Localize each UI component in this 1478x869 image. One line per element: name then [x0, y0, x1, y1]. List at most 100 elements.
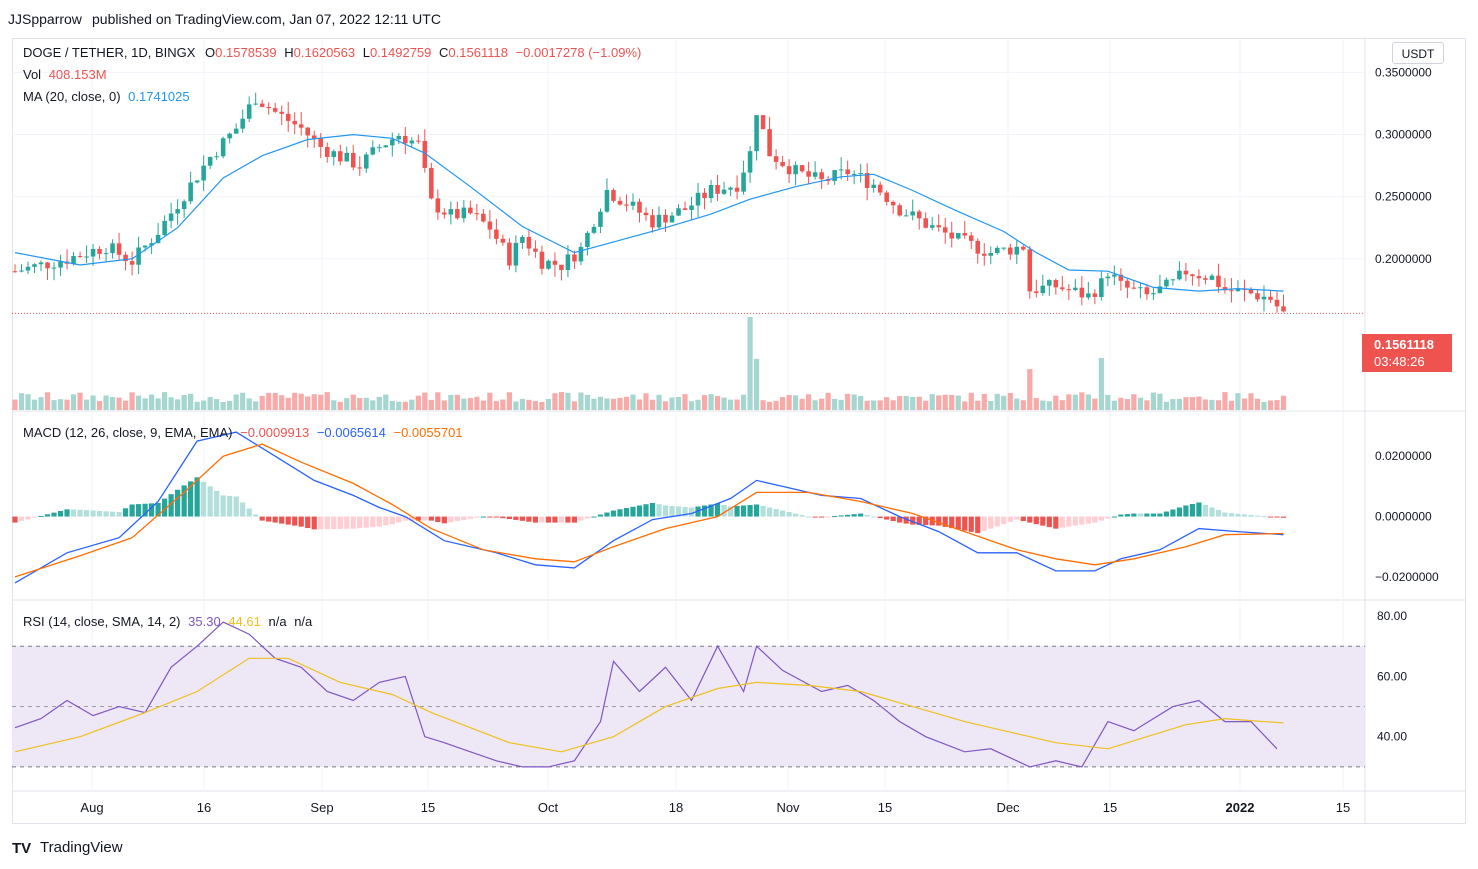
volume-bar	[1189, 397, 1196, 410]
macd-histogram-bar	[103, 511, 109, 517]
candle	[435, 198, 441, 213]
macd-histogram-bar	[363, 516, 369, 528]
macd-histogram-bar	[25, 516, 31, 520]
macd-histogram-bar	[474, 516, 480, 518]
currency-badge[interactable]: USDT	[1392, 42, 1444, 64]
ma-label[interactable]: MA (20, close, 0)	[23, 89, 121, 104]
volume-bar	[266, 392, 272, 410]
volume-bar	[1144, 400, 1150, 410]
candle	[1086, 293, 1091, 298]
candle	[877, 184, 883, 193]
macd-histogram-bar	[884, 516, 890, 520]
symbol-label[interactable]: DOGE / TETHER, 1D, BINGX	[23, 45, 196, 60]
top-bar: JJSpparrow published on TradingView.com,…	[0, 0, 1478, 38]
volume-bar	[25, 394, 31, 410]
volume-bar	[884, 397, 890, 410]
volume-bar	[916, 396, 922, 410]
volume-bar	[513, 401, 519, 410]
volume-bar	[760, 400, 766, 410]
candle	[643, 212, 649, 216]
rsi-na-2: n/a	[294, 614, 313, 629]
candle	[591, 226, 597, 233]
candle	[949, 232, 955, 239]
candle	[71, 256, 76, 264]
open-label: O	[205, 45, 216, 60]
macd-tick-label: 0.0000000	[1375, 510, 1432, 524]
macd-histogram-bar	[181, 485, 187, 517]
author-name[interactable]: JJSpparrow	[8, 11, 82, 27]
volume-bar	[1066, 394, 1072, 410]
macd-histogram-bar	[1248, 514, 1254, 517]
volume-bar	[1027, 369, 1033, 410]
macd-histogram-bar	[259, 516, 265, 521]
candle	[799, 165, 805, 172]
candle	[429, 167, 434, 199]
high-value: 0.1620563	[293, 45, 356, 60]
candle	[1079, 287, 1085, 298]
tradingview-logo-icon[interactable]: TV	[12, 840, 32, 857]
candle	[363, 154, 369, 169]
macd-histogram-bar	[1085, 516, 1091, 524]
volume-bar	[44, 392, 51, 410]
macd-tick-label: −0.0200000	[1375, 570, 1439, 584]
candle	[494, 229, 499, 239]
candle	[116, 243, 122, 255]
macd-histogram-bar	[519, 516, 525, 521]
vol-label[interactable]: Vol	[23, 67, 42, 82]
candle	[403, 135, 408, 144]
macd-histogram-bar	[578, 516, 584, 521]
macd-histogram-bar	[422, 516, 428, 521]
candle	[285, 113, 291, 121]
tradingview-brand[interactable]: TradingView	[40, 839, 123, 856]
macd-histogram-bar	[142, 503, 148, 517]
macd-label[interactable]: MACD (12, 26, close, 9, EMA, EMA)	[23, 425, 233, 440]
rsi-label[interactable]: RSI (14, close, SMA, 14, 2)	[23, 614, 181, 629]
candle	[1138, 287, 1143, 289]
candle	[442, 212, 447, 215]
volume-bar	[480, 400, 486, 410]
macd-histogram-bar	[1189, 503, 1196, 517]
volume-bar	[90, 395, 96, 410]
macd-histogram-bar	[825, 516, 831, 518]
volume-bar	[344, 398, 350, 410]
volume-bar	[1254, 398, 1261, 410]
volume-bar	[799, 398, 805, 410]
macd-histogram-bar	[688, 507, 695, 517]
macd-histogram-bar	[799, 515, 805, 517]
volume-bar	[155, 398, 161, 410]
candle	[279, 111, 284, 114]
time-tick-label: Aug	[80, 800, 103, 815]
candle	[1027, 249, 1033, 292]
candle	[1112, 274, 1117, 277]
macd-histogram-bar	[240, 502, 246, 517]
macd-histogram-bar	[311, 516, 317, 530]
macd-histogram-bar	[201, 481, 207, 517]
ma-value: 0.1741025	[128, 89, 190, 104]
candle	[129, 261, 135, 265]
macd-histogram-bar	[532, 516, 539, 523]
volume-bar	[662, 401, 669, 410]
candle	[682, 208, 688, 210]
macd-histogram-bar	[1228, 513, 1235, 517]
macd-histogram-bar	[402, 516, 408, 521]
candle	[572, 254, 577, 262]
ma-legend: MA (20, close, 0) 0.1741025	[23, 89, 190, 104]
volume-bar	[929, 394, 935, 410]
macd-histogram-bar	[122, 508, 129, 517]
candle	[1164, 279, 1169, 287]
volume-bar	[558, 392, 565, 410]
volume-bar	[656, 394, 662, 410]
candle	[871, 184, 876, 188]
macd-histogram-bar	[1053, 516, 1059, 529]
candle	[350, 152, 356, 168]
macd-histogram-bar	[910, 516, 916, 525]
volume-bar	[96, 401, 103, 410]
macd-histogram-bar	[298, 516, 304, 527]
candle	[1248, 289, 1254, 294]
macd-histogram-bar	[780, 510, 786, 517]
volume-bar	[714, 396, 721, 410]
macd-histogram-bar	[51, 512, 57, 517]
price-tick-label: 0.2000000	[1375, 252, 1432, 266]
time-tick-label: Nov	[776, 800, 800, 815]
